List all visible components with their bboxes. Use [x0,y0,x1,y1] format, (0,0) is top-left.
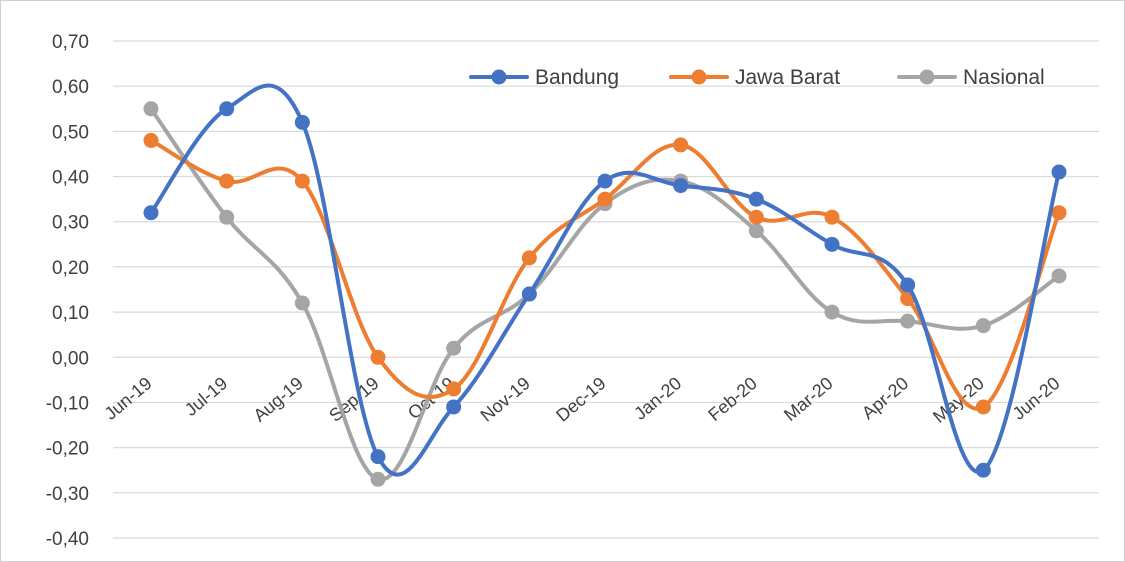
y-tick-label: -0,30 [46,484,89,505]
data-point [294,173,310,189]
y-tick-label: 0,10 [52,303,89,324]
x-tick-label: Feb-20 [704,373,761,425]
y-tick-label: -0,10 [46,393,89,414]
legend: Bandung Jawa Barat Nasional [469,66,1045,89]
data-point [521,286,537,302]
y-tick-label: 0,50 [52,122,89,143]
data-point [824,236,840,252]
data-point [219,209,235,225]
y-tick-label: 0,00 [52,348,89,369]
x-tick-label: Jul-19 [181,373,231,420]
x-axis-ticks: Jun-19 Jul-19 Aug-19 Sep-19 Oct-19 Nov-19 Dec-… [101,373,1064,427]
data-point [824,304,840,320]
data-point [143,132,159,148]
series-layer [143,83,1067,487]
legend-label: Bandung [535,66,619,89]
data-point [446,340,462,356]
legend-marker [919,69,935,85]
legend-item: Bandung [469,66,619,89]
grid-layer [113,40,1099,539]
y-tick-label: -0,20 [46,439,89,460]
data-point [748,209,764,225]
x-tick-label: Aug-19 [250,373,307,426]
data-point [824,209,840,225]
data-point [521,250,537,266]
x-tick-label: Jan-20 [630,373,685,424]
x-tick-label: Mar-20 [780,373,837,425]
data-point [673,137,689,153]
data-point [446,381,462,397]
data-point [370,349,386,365]
x-tick-label: Dec-19 [552,373,609,426]
legend-item: Nasional [897,66,1045,89]
data-point [370,471,386,487]
y-tick-label: 0,20 [52,258,89,279]
data-point [900,277,916,293]
legend-marker [491,69,507,85]
data-point [219,101,235,117]
y-axis-ticks: -0,40 -0,30 -0,20 -0,10 0,00 0,10 0,20 0,30 0,40… [46,32,89,550]
data-point [1051,205,1067,221]
y-tick-label: 0,70 [52,32,89,53]
data-point [975,462,991,478]
series-nasional [143,101,1067,487]
data-point [975,318,991,334]
data-point [597,191,613,207]
y-tick-label: -0,40 [46,529,89,550]
legend-label: Jawa Barat [735,66,840,89]
data-point [1051,268,1067,284]
data-point [143,101,159,117]
data-point [294,114,310,130]
x-tick-label: May-20 [929,373,988,427]
data-point [975,399,991,415]
series-line [149,83,1061,477]
series-bandung [143,83,1067,478]
data-point [900,313,916,329]
y-tick-label: 0,40 [52,168,89,189]
y-tick-label: 0,60 [52,77,89,98]
data-point [446,399,462,415]
x-tick-label: Apr-20 [858,373,912,423]
legend-marker [691,69,707,85]
series-line [149,106,1061,482]
data-point [294,295,310,311]
data-point [219,173,235,189]
data-point [370,449,386,465]
data-point [1051,164,1067,180]
data-point [748,223,764,239]
data-point [673,178,689,194]
legend-label: Nasional [963,66,1045,89]
data-point [597,173,613,189]
x-tick-label: Nov-19 [477,373,534,426]
x-tick-label: Jun-19 [101,373,156,424]
legend-item: Jawa Barat [669,66,840,89]
data-point [748,191,764,207]
y-tick-label: 0,30 [52,213,89,234]
data-point [143,205,159,221]
